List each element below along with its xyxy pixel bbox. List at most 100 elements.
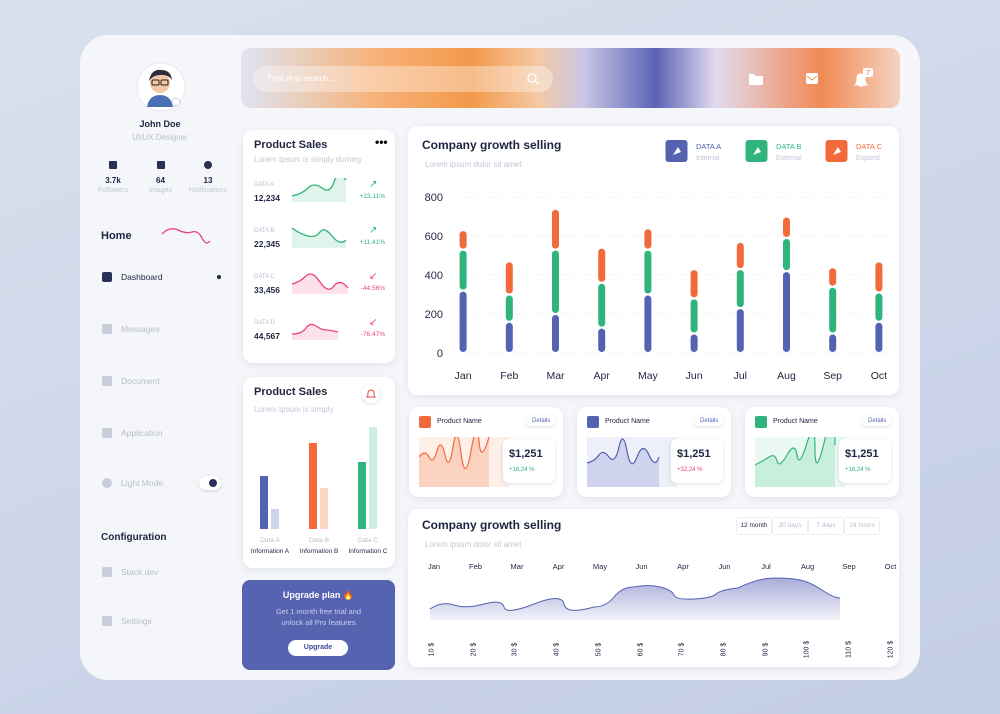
month-label: Apr xyxy=(552,562,565,571)
search-box[interactable]: Type in to search... xyxy=(253,66,553,92)
item-value: 22,345 xyxy=(254,239,280,249)
menu-icon[interactable] xyxy=(102,376,112,386)
item-change: +11.41% xyxy=(359,239,385,246)
upgrade-button[interactable]: Upgrade xyxy=(288,640,348,656)
stat-icon xyxy=(204,161,212,169)
sparkline-area xyxy=(292,274,348,294)
price: $1,251 xyxy=(509,448,543,460)
search-placeholder: Type in to search... xyxy=(267,74,335,83)
menu-icon[interactable] xyxy=(102,567,112,577)
stat-value: 64 xyxy=(156,176,165,185)
config-heading: Configuration xyxy=(101,532,167,543)
trend-arrow: ↙ xyxy=(369,317,378,328)
bar xyxy=(358,462,366,529)
price-label: 110 $ xyxy=(845,641,853,658)
menu-item[interactable]: Messages xyxy=(121,324,160,334)
bell-icon[interactable] xyxy=(853,73,869,87)
range-tab[interactable]: 7 days xyxy=(808,517,844,535)
product-name: Product Name xyxy=(605,418,650,425)
sparkline xyxy=(291,178,347,202)
mail-icon[interactable] xyxy=(806,73,818,84)
home-sparkline xyxy=(161,228,211,244)
growth-chart-card: Company growth selling Lorem ipsum dolor… xyxy=(408,126,899,395)
item-value: 12,234 xyxy=(254,193,280,203)
menu-item[interactable]: Stack dev xyxy=(121,567,159,577)
item-value: 33,456 xyxy=(254,285,280,295)
product-icon xyxy=(587,416,599,428)
product-sales-card: Product Sales ••• Lorem Ipsum is simply … xyxy=(243,130,395,363)
sparkline-line xyxy=(291,227,347,243)
trend-arrow: ↙ xyxy=(369,271,378,282)
folder-icon[interactable] xyxy=(749,74,763,85)
menu-item[interactable]: Settings xyxy=(121,616,152,626)
area xyxy=(430,578,840,620)
item-label: DATA B xyxy=(254,228,275,234)
product-sparkline xyxy=(755,437,845,487)
price-label: 120 $ xyxy=(887,640,895,659)
active-dot xyxy=(217,275,221,279)
bar xyxy=(369,427,377,529)
alert-button[interactable] xyxy=(362,385,380,403)
product-card: Product Name Details $1,251 +16,24 % xyxy=(409,407,563,497)
stat-label: Notifications xyxy=(188,187,228,194)
menu-item[interactable]: Application xyxy=(121,428,163,438)
product-sparkline xyxy=(587,437,677,487)
range-tab[interactable]: 30 days xyxy=(772,517,808,535)
price-label: 30 $ xyxy=(511,642,519,657)
menu-icon[interactable] xyxy=(102,616,112,626)
details-link[interactable]: Details xyxy=(695,416,723,426)
product-sparkline xyxy=(419,437,509,487)
bar-label: Data C xyxy=(357,537,379,544)
card-title: Product Sales xyxy=(254,386,328,398)
price-label: 80 $ xyxy=(720,642,728,657)
menu-item[interactable]: Light Mode xyxy=(121,478,164,488)
range-tab[interactable]: 24 hours xyxy=(844,517,880,535)
bar-name: Information C xyxy=(348,548,388,555)
bar xyxy=(271,509,279,529)
stat-value: 3.7k xyxy=(105,176,121,185)
menu-icon[interactable] xyxy=(102,272,112,282)
more-button[interactable]: ••• xyxy=(375,135,388,149)
toggle-knob xyxy=(209,479,217,487)
bar xyxy=(309,443,317,529)
price-change: +16,24 % xyxy=(509,467,535,473)
bar-label: Data A xyxy=(260,537,280,544)
theme-toggle[interactable] xyxy=(199,476,221,490)
sparkline-area xyxy=(292,228,346,248)
month-label: Jun xyxy=(635,562,648,571)
card-subtitle: Lorem Ipsum is simply dummy xyxy=(254,155,363,164)
bar-name: Information B xyxy=(299,548,339,555)
range-tab[interactable]: 12 month xyxy=(736,517,772,535)
price-label: 60 $ xyxy=(637,642,644,657)
menu-icon[interactable] xyxy=(102,324,112,334)
upgrade-text: Get 1 month free trial and xyxy=(275,607,362,616)
price-label: 20 $ xyxy=(470,642,478,657)
sparkline xyxy=(291,227,347,248)
menu-item[interactable]: Dashboard xyxy=(121,272,163,282)
trend-arrow: ↗ xyxy=(369,225,378,236)
bar xyxy=(260,476,268,529)
item-change: +23.11% xyxy=(359,193,385,200)
card-title: Product Sales xyxy=(254,139,328,151)
sparkline xyxy=(291,323,339,340)
month-label: Jul xyxy=(761,562,771,571)
stat-label: Images xyxy=(149,187,172,194)
month-label: Aug xyxy=(800,562,815,571)
stat-icon xyxy=(109,161,117,169)
product-icon xyxy=(419,416,431,428)
details-link[interactable]: Details xyxy=(527,416,555,426)
sparkline-line xyxy=(755,437,836,466)
menu-item[interactable]: Document xyxy=(121,376,160,386)
icon-shape xyxy=(109,161,117,169)
menu-icon[interactable] xyxy=(102,428,112,438)
sparkline-line xyxy=(291,178,347,197)
price-label: 10 $ xyxy=(428,642,436,657)
month-label: Jun xyxy=(718,562,731,571)
menu-icon[interactable] xyxy=(102,478,112,488)
user-role: UI/UX Designer xyxy=(132,133,188,142)
bar-name: Information A xyxy=(250,548,290,555)
details-link[interactable]: Details xyxy=(863,416,891,426)
month-label: Oct xyxy=(884,562,897,571)
user-name: John Doe xyxy=(139,119,181,129)
avatar xyxy=(136,62,186,112)
